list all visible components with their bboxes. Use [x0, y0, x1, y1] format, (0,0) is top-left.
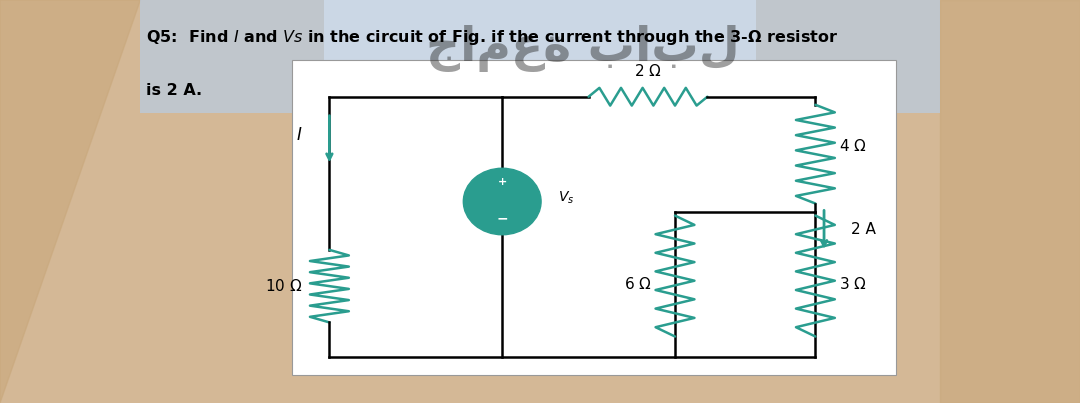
- Text: 3 $\Omega$: 3 $\Omega$: [839, 276, 867, 292]
- Bar: [140, 0, 940, 113]
- Text: −: −: [497, 212, 508, 225]
- Text: 10 $\Omega$: 10 $\Omega$: [265, 278, 302, 294]
- Text: +: +: [498, 177, 507, 187]
- Bar: [324, 0, 756, 113]
- Text: 2 A: 2 A: [851, 222, 876, 237]
- Text: is 2 A.: is 2 A.: [146, 83, 202, 98]
- Bar: [292, 60, 896, 375]
- Text: جامعة بابل: جامعة بابل: [427, 25, 740, 72]
- Text: 6 $\Omega$: 6 $\Omega$: [623, 276, 651, 292]
- Ellipse shape: [463, 168, 541, 235]
- Text: Q5:  Find $\mathbf{\mathit{I}}$ and $\mathbf{\mathit{Vs}}$ in the circuit of Fig: Q5: Find $\mathbf{\mathit{I}}$ and $\mat…: [146, 28, 838, 47]
- Text: 2 $\Omega$: 2 $\Omega$: [634, 62, 662, 79]
- Text: $V_s$: $V_s$: [558, 189, 575, 206]
- Text: 4 $\Omega$: 4 $\Omega$: [839, 138, 867, 154]
- Text: $I$: $I$: [296, 126, 302, 144]
